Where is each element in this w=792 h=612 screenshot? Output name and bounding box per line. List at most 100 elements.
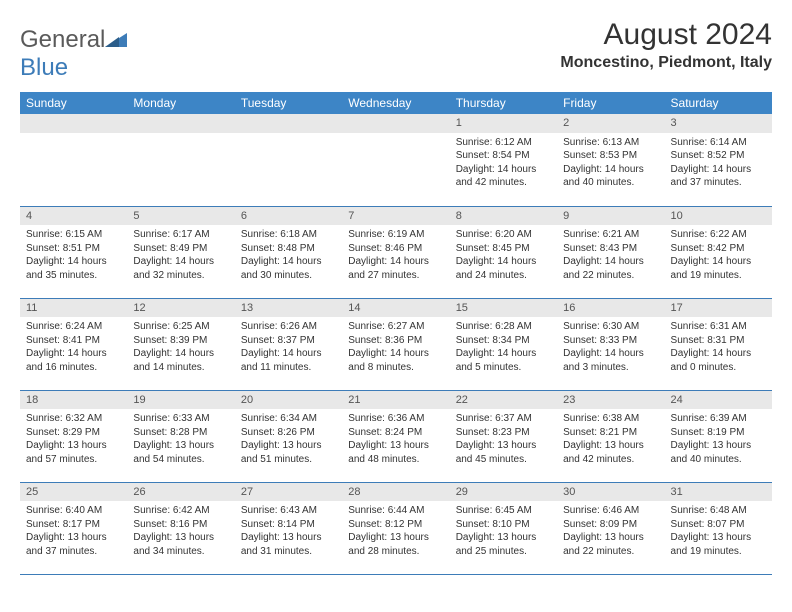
day-content: Sunrise: 6:22 AMSunset: 8:42 PMDaylight:…: [665, 225, 772, 286]
day-content: Sunrise: 6:18 AMSunset: 8:48 PMDaylight:…: [235, 225, 342, 286]
day-number: 3: [665, 114, 772, 133]
daylight-text: Daylight: 13 hours and 40 minutes.: [671, 439, 766, 466]
sunset-text: Sunset: 8:49 PM: [133, 242, 228, 256]
day-number: [235, 114, 342, 133]
daylight-text: Daylight: 13 hours and 51 minutes.: [241, 439, 336, 466]
day-number: 31: [665, 483, 772, 502]
calendar-day-cell: 18Sunrise: 6:32 AMSunset: 8:29 PMDayligh…: [20, 390, 127, 482]
day-number: 22: [450, 391, 557, 410]
calendar-day-cell: 11Sunrise: 6:24 AMSunset: 8:41 PMDayligh…: [20, 298, 127, 390]
sunset-text: Sunset: 8:53 PM: [563, 149, 658, 163]
day-number: 5: [127, 207, 234, 226]
calendar-day-cell: 19Sunrise: 6:33 AMSunset: 8:28 PMDayligh…: [127, 390, 234, 482]
day-header: Tuesday: [235, 92, 342, 114]
daylight-text: Daylight: 13 hours and 34 minutes.: [133, 531, 228, 558]
calendar-day-cell: 25Sunrise: 6:40 AMSunset: 8:17 PMDayligh…: [20, 482, 127, 574]
calendar-week-row: 11Sunrise: 6:24 AMSunset: 8:41 PMDayligh…: [20, 298, 772, 390]
calendar-day-cell: 29Sunrise: 6:45 AMSunset: 8:10 PMDayligh…: [450, 482, 557, 574]
sunset-text: Sunset: 8:31 PM: [671, 334, 766, 348]
calendar-body: 1Sunrise: 6:12 AMSunset: 8:54 PMDaylight…: [20, 114, 772, 574]
sunset-text: Sunset: 8:42 PM: [671, 242, 766, 256]
sunrise-text: Sunrise: 6:45 AM: [456, 504, 551, 518]
sunrise-text: Sunrise: 6:38 AM: [563, 412, 658, 426]
day-content: Sunrise: 6:31 AMSunset: 8:31 PMDaylight:…: [665, 317, 772, 378]
daylight-text: Daylight: 14 hours and 27 minutes.: [348, 255, 443, 282]
calendar-day-cell: 9Sunrise: 6:21 AMSunset: 8:43 PMDaylight…: [557, 206, 664, 298]
sunset-text: Sunset: 8:36 PM: [348, 334, 443, 348]
day-header: Sunday: [20, 92, 127, 114]
calendar-day-cell: 2Sunrise: 6:13 AMSunset: 8:53 PMDaylight…: [557, 114, 664, 206]
daylight-text: Daylight: 13 hours and 28 minutes.: [348, 531, 443, 558]
sunset-text: Sunset: 8:33 PM: [563, 334, 658, 348]
day-content: Sunrise: 6:20 AMSunset: 8:45 PMDaylight:…: [450, 225, 557, 286]
sunset-text: Sunset: 8:34 PM: [456, 334, 551, 348]
daylight-text: Daylight: 14 hours and 30 minutes.: [241, 255, 336, 282]
sunrise-text: Sunrise: 6:44 AM: [348, 504, 443, 518]
daylight-text: Daylight: 14 hours and 14 minutes.: [133, 347, 228, 374]
daylight-text: Daylight: 14 hours and 22 minutes.: [563, 255, 658, 282]
daylight-text: Daylight: 13 hours and 22 minutes.: [563, 531, 658, 558]
sunset-text: Sunset: 8:23 PM: [456, 426, 551, 440]
daylight-text: Daylight: 13 hours and 25 minutes.: [456, 531, 551, 558]
day-content: Sunrise: 6:17 AMSunset: 8:49 PMDaylight:…: [127, 225, 234, 286]
sunset-text: Sunset: 8:21 PM: [563, 426, 658, 440]
sunrise-text: Sunrise: 6:34 AM: [241, 412, 336, 426]
daylight-text: Daylight: 13 hours and 48 minutes.: [348, 439, 443, 466]
day-number: 9: [557, 207, 664, 226]
calendar-day-cell: 12Sunrise: 6:25 AMSunset: 8:39 PMDayligh…: [127, 298, 234, 390]
day-number: 28: [342, 483, 449, 502]
calendar-week-row: 4Sunrise: 6:15 AMSunset: 8:51 PMDaylight…: [20, 206, 772, 298]
sunrise-text: Sunrise: 6:21 AM: [563, 228, 658, 242]
day-content: Sunrise: 6:14 AMSunset: 8:52 PMDaylight:…: [665, 133, 772, 194]
calendar-day-cell: 6Sunrise: 6:18 AMSunset: 8:48 PMDaylight…: [235, 206, 342, 298]
day-number: 20: [235, 391, 342, 410]
logo-text-general: General: [20, 26, 105, 53]
daylight-text: Daylight: 14 hours and 11 minutes.: [241, 347, 336, 374]
sunrise-text: Sunrise: 6:32 AM: [26, 412, 121, 426]
day-number: 11: [20, 299, 127, 318]
day-number: 7: [342, 207, 449, 226]
sunset-text: Sunset: 8:07 PM: [671, 518, 766, 532]
day-content: Sunrise: 6:38 AMSunset: 8:21 PMDaylight:…: [557, 409, 664, 470]
day-number: 2: [557, 114, 664, 133]
logo: GeneralBlue: [20, 18, 127, 82]
day-number: 23: [557, 391, 664, 410]
sunrise-text: Sunrise: 6:36 AM: [348, 412, 443, 426]
sunrise-text: Sunrise: 6:12 AM: [456, 136, 551, 150]
daylight-text: Daylight: 14 hours and 19 minutes.: [671, 255, 766, 282]
day-number: 10: [665, 207, 772, 226]
title-block: August 2024 Moncestino, Piedmont, Italy: [560, 18, 772, 72]
sunrise-text: Sunrise: 6:37 AM: [456, 412, 551, 426]
logo-triangle-icon: [105, 26, 127, 54]
day-content: Sunrise: 6:46 AMSunset: 8:09 PMDaylight:…: [557, 501, 664, 562]
calendar-day-cell: 13Sunrise: 6:26 AMSunset: 8:37 PMDayligh…: [235, 298, 342, 390]
calendar-day-cell: 22Sunrise: 6:37 AMSunset: 8:23 PMDayligh…: [450, 390, 557, 482]
calendar-day-cell: 21Sunrise: 6:36 AMSunset: 8:24 PMDayligh…: [342, 390, 449, 482]
daylight-text: Daylight: 14 hours and 8 minutes.: [348, 347, 443, 374]
calendar-week-row: 18Sunrise: 6:32 AMSunset: 8:29 PMDayligh…: [20, 390, 772, 482]
daylight-text: Daylight: 14 hours and 0 minutes.: [671, 347, 766, 374]
sunrise-text: Sunrise: 6:20 AM: [456, 228, 551, 242]
day-number: 21: [342, 391, 449, 410]
calendar-day-cell: 7Sunrise: 6:19 AMSunset: 8:46 PMDaylight…: [342, 206, 449, 298]
day-content: Sunrise: 6:30 AMSunset: 8:33 PMDaylight:…: [557, 317, 664, 378]
daylight-text: Daylight: 14 hours and 40 minutes.: [563, 163, 658, 190]
calendar-day-cell: 26Sunrise: 6:42 AMSunset: 8:16 PMDayligh…: [127, 482, 234, 574]
day-content: Sunrise: 6:34 AMSunset: 8:26 PMDaylight:…: [235, 409, 342, 470]
day-number: 25: [20, 483, 127, 502]
day-content: Sunrise: 6:21 AMSunset: 8:43 PMDaylight:…: [557, 225, 664, 286]
day-content: Sunrise: 6:43 AMSunset: 8:14 PMDaylight:…: [235, 501, 342, 562]
day-content: Sunrise: 6:15 AMSunset: 8:51 PMDaylight:…: [20, 225, 127, 286]
day-number: 6: [235, 207, 342, 226]
sunrise-text: Sunrise: 6:26 AM: [241, 320, 336, 334]
daylight-text: Daylight: 14 hours and 3 minutes.: [563, 347, 658, 374]
daylight-text: Daylight: 13 hours and 57 minutes.: [26, 439, 121, 466]
calendar-day-cell: [20, 114, 127, 206]
day-header: Friday: [557, 92, 664, 114]
sunrise-text: Sunrise: 6:22 AM: [671, 228, 766, 242]
sunset-text: Sunset: 8:17 PM: [26, 518, 121, 532]
day-content: Sunrise: 6:37 AMSunset: 8:23 PMDaylight:…: [450, 409, 557, 470]
sunrise-text: Sunrise: 6:43 AM: [241, 504, 336, 518]
sunset-text: Sunset: 8:51 PM: [26, 242, 121, 256]
sunrise-text: Sunrise: 6:19 AM: [348, 228, 443, 242]
